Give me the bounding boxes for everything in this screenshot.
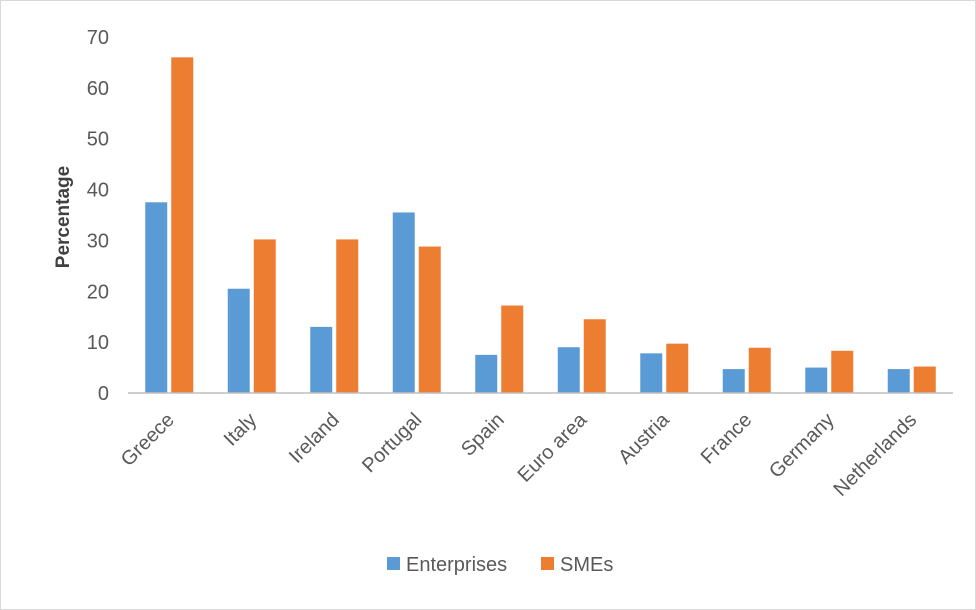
bar-smes-austria (666, 343, 689, 393)
x-category-label: Austria (614, 408, 674, 468)
x-category-label: Portugal (358, 409, 426, 477)
bar-enterprises-germany (805, 367, 828, 393)
x-category-label: Italy (220, 409, 261, 450)
y-tick-label: 40 (87, 180, 109, 202)
y-tick-label: 50 (87, 129, 109, 151)
bar-smes-france (748, 347, 771, 393)
bar-smes-euro-area (583, 319, 606, 393)
bar-smes-germany (831, 350, 854, 393)
x-axis-categories: Greece Italy Ireland Portugal Spain Euro area… (117, 408, 921, 500)
x-category-label: Netherlands (829, 409, 921, 501)
x-category-label: Euro area (514, 408, 592, 486)
x-category-label: France (697, 409, 757, 469)
bars (145, 57, 936, 393)
bar-enterprises-ireland (310, 326, 333, 393)
y-tick-label: 0 (98, 383, 109, 405)
bar-enterprises-greece (145, 202, 168, 393)
y-tick-label: 60 (87, 78, 109, 100)
bar-enterprises-italy (227, 288, 250, 393)
bar-enterprises-france (722, 369, 745, 393)
bar-smes-italy (253, 239, 276, 393)
legend: Enterprises SMEs (387, 554, 613, 576)
y-tick-label: 70 (87, 27, 109, 49)
x-category-label: Ireland (285, 409, 344, 468)
bar-smes-netherlands (913, 366, 936, 393)
bar-smes-spain (501, 305, 524, 393)
y-axis-title: Percentage (53, 166, 74, 268)
legend-label-enterprises: Enterprises (406, 554, 507, 576)
x-category-label: Spain (457, 409, 509, 461)
y-tick-label: 10 (87, 332, 109, 354)
bar-enterprises-netherlands (887, 369, 910, 393)
x-category-label: Greece (117, 409, 179, 471)
x-category-label: Germany (765, 409, 839, 483)
bar-smes-portugal (418, 246, 441, 393)
bar-smes-ireland (336, 239, 359, 393)
bar-smes-greece (171, 57, 194, 393)
bar-enterprises-austria (640, 353, 663, 393)
y-tick-label: 20 (87, 281, 109, 303)
bar-enterprises-portugal (392, 212, 415, 393)
legend-label-smes: SMEs (560, 554, 613, 576)
bar-enterprises-spain (475, 354, 498, 393)
bar-enterprises-euro-area (557, 347, 580, 393)
y-tick-label: 30 (87, 230, 109, 252)
legend-swatch-enterprises (387, 557, 400, 570)
legend-swatch-smes (541, 557, 554, 570)
y-axis-ticks: 0 10 20 30 40 50 60 70 (87, 27, 109, 405)
